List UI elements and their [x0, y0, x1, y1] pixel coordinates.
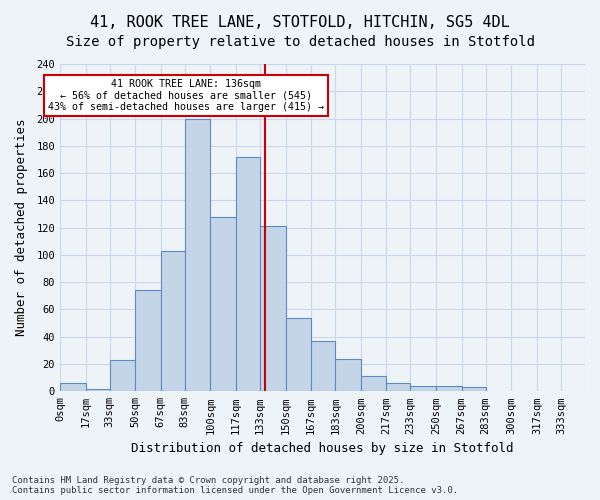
Bar	[60, 383, 86, 392]
Bar	[260, 226, 286, 392]
Text: 41 ROOK TREE LANE: 136sqm
← 56% of detached houses are smaller (545)
43% of semi: 41 ROOK TREE LANE: 136sqm ← 56% of detac…	[49, 78, 325, 112]
Bar	[135, 290, 161, 392]
Text: Contains HM Land Registry data © Crown copyright and database right 2025.
Contai: Contains HM Land Registry data © Crown c…	[12, 476, 458, 495]
Text: Size of property relative to detached houses in Stotfold: Size of property relative to detached ho…	[65, 35, 535, 49]
Bar	[86, 388, 110, 392]
Text: 41, ROOK TREE LANE, STOTFOLD, HITCHIN, SG5 4DL: 41, ROOK TREE LANE, STOTFOLD, HITCHIN, S…	[90, 15, 510, 30]
Bar	[386, 383, 410, 392]
Bar	[335, 358, 361, 392]
Bar	[461, 387, 486, 392]
Bar	[161, 251, 185, 392]
X-axis label: Distribution of detached houses by size in Stotfold: Distribution of detached houses by size …	[131, 442, 514, 455]
Bar	[236, 156, 260, 392]
Bar	[185, 118, 211, 392]
Bar	[436, 386, 461, 392]
Y-axis label: Number of detached properties: Number of detached properties	[15, 119, 28, 336]
Bar	[311, 341, 335, 392]
Bar	[211, 216, 236, 392]
Bar	[361, 376, 386, 392]
Bar	[110, 360, 135, 392]
Bar	[410, 386, 436, 392]
Bar	[286, 318, 311, 392]
